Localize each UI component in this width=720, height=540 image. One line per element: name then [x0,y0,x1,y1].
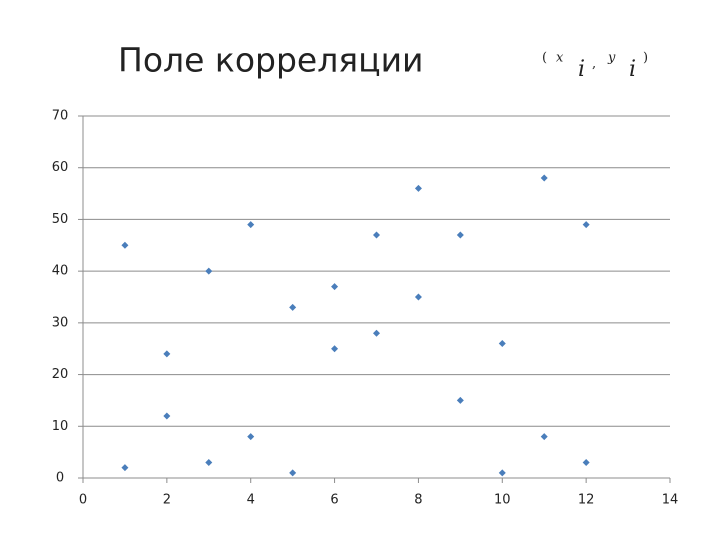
point [498,340,506,348]
formula-y: y [607,51,616,66]
formula: ( x i , y i ) [542,51,648,83]
point [121,464,129,472]
point [205,458,213,466]
formula-sep: , [592,57,596,72]
point [289,303,297,311]
point [373,231,380,239]
point [331,283,339,291]
x-tick-label: 0 [79,493,87,508]
point [540,174,548,182]
point [540,433,548,441]
point [414,293,422,301]
formula-x-sub: i [578,57,585,82]
y-tick-label: 0 [56,471,64,486]
x-tick-label: 14 [662,493,679,508]
y-tick-label: 10 [52,419,69,434]
point [289,469,297,477]
y-tick-label: 40 [52,264,69,279]
point [498,469,506,477]
point [456,231,464,239]
point [414,184,422,192]
formula-close: ) [643,51,648,66]
point [247,221,255,229]
y-tick-label: 30 [52,315,69,330]
point [163,412,171,420]
x-tick-label: 2 [163,493,171,508]
formula-x: x [556,51,564,66]
point [247,433,255,441]
point [456,396,464,404]
formula-y-sub: i [629,57,636,82]
chart-title: Поле корреляции [118,41,424,80]
point [121,241,129,249]
y-tick-label: 60 [52,160,69,175]
point [582,221,590,229]
x-tick-label: 10 [494,493,511,508]
point [205,267,213,275]
y-tick-label: 20 [52,367,69,382]
x-tick-label: 6 [330,493,338,508]
point [373,329,380,337]
x-tick-label: 8 [414,493,422,508]
point [582,458,590,466]
point [331,345,339,353]
point [163,350,171,358]
x-tick-label: 12 [578,493,595,508]
x-tick-label: 4 [247,493,255,508]
y-tick-label: 70 [52,109,69,124]
y-tick-label: 50 [52,212,69,227]
formula-open: ( [542,51,547,66]
